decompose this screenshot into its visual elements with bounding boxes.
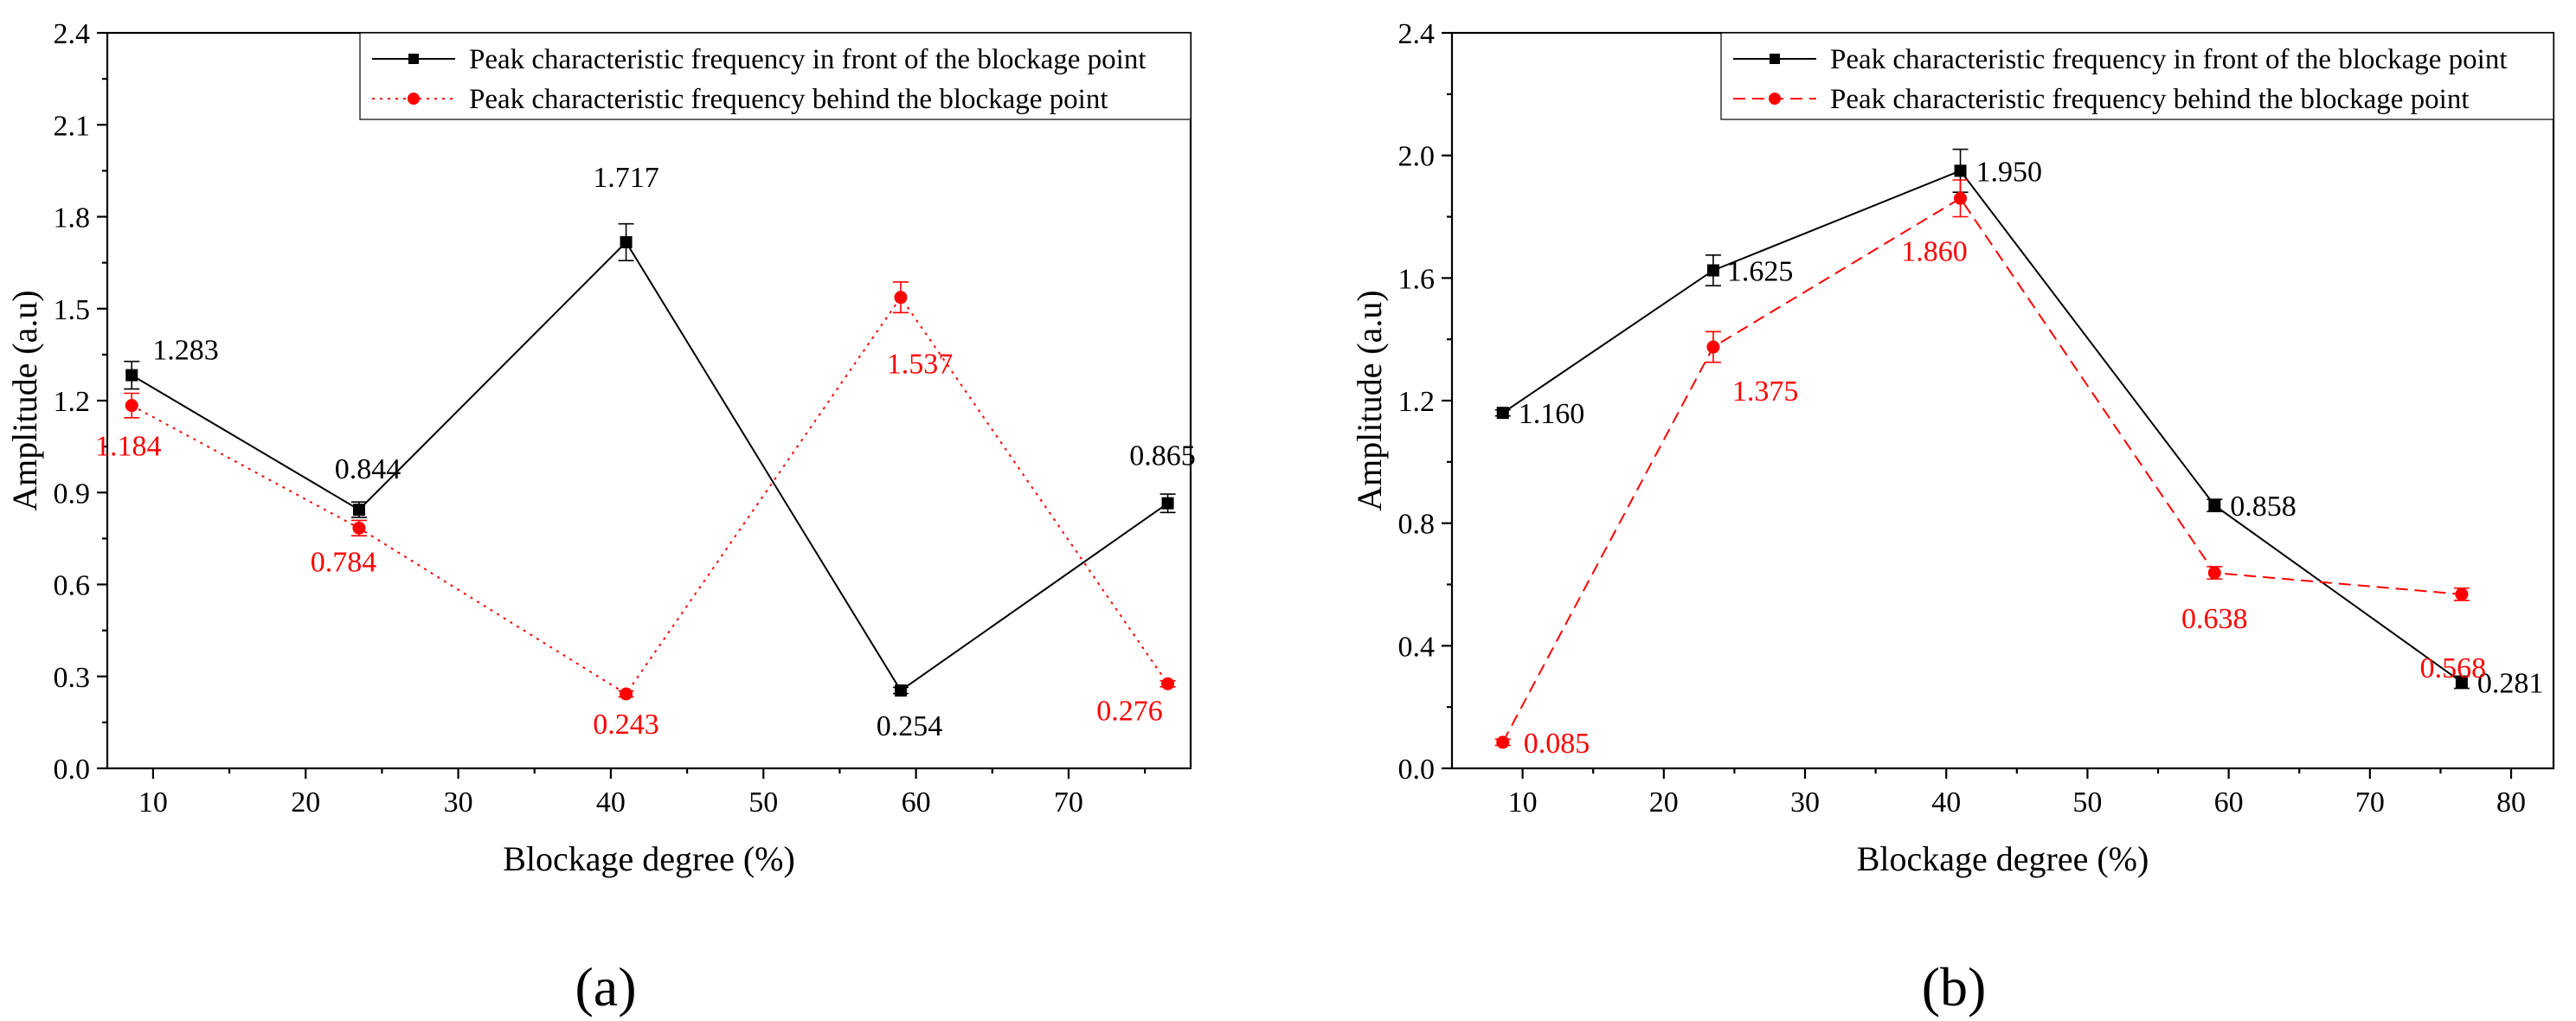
data-label: 0.085 bbox=[1524, 728, 1590, 760]
x-tick-label: 30 bbox=[444, 787, 473, 819]
legend-entry-1: Peak characteristic frequency in front o… bbox=[469, 44, 1147, 75]
data-point-circle bbox=[894, 291, 908, 305]
data-label: 1.950 bbox=[1976, 156, 2043, 188]
legend-entry-2: Peak characteristic frequency behind the… bbox=[1830, 84, 2470, 115]
data-label: 1.860 bbox=[1901, 235, 1968, 267]
x-axis-title: Blockage degree (%) bbox=[503, 839, 795, 878]
legend-box bbox=[1720, 32, 2554, 120]
legend-marker-square bbox=[408, 54, 419, 64]
x-tick-label: 80 bbox=[2496, 787, 2526, 819]
data-point-circle bbox=[620, 687, 633, 701]
data-label: 0.254 bbox=[877, 710, 943, 742]
chart-panel-b: 0.0 0.4 0.8 1.2 1.6 2.0 2.4 10 20 30 40 50 60 70 80 Blo… bbox=[1350, 18, 2555, 1018]
data-label: 0.844 bbox=[335, 453, 401, 485]
y-axis-title: Amplitude (a.u) bbox=[5, 290, 44, 511]
x-tick-label: 10 bbox=[1508, 787, 1538, 819]
y-tick-label: 1.5 bbox=[54, 294, 91, 326]
plot-frame bbox=[1450, 31, 2555, 770]
y-tick-label: 0.8 bbox=[1398, 509, 1436, 541]
y-tick-label: 1.8 bbox=[54, 202, 91, 234]
y-tick-label: 0.4 bbox=[1398, 631, 1436, 663]
data-label: 1.625 bbox=[1727, 255, 1794, 287]
data-label: 0.243 bbox=[593, 709, 659, 741]
data-point-circle bbox=[1496, 735, 1510, 749]
y-axis-title: Amplitude (a.u) bbox=[1350, 290, 1389, 511]
x-tick-label: 60 bbox=[902, 787, 931, 819]
data-label: 0.276 bbox=[1096, 695, 1163, 727]
series-line-1 bbox=[1502, 170, 2463, 684]
y-tick-label: 0.3 bbox=[54, 662, 91, 694]
data-label: 1.160 bbox=[1519, 398, 1585, 430]
legend-marker-square bbox=[1770, 54, 1780, 64]
data-point-square bbox=[125, 369, 138, 382]
legend-marker-circle bbox=[1769, 93, 1781, 105]
data-point-square bbox=[894, 684, 907, 697]
y-tick-label: 2.4 bbox=[54, 18, 91, 50]
data-point-circle bbox=[1954, 191, 1968, 205]
data-point-circle bbox=[1161, 677, 1175, 690]
x-tick-label: 60 bbox=[2214, 787, 2244, 819]
data-label: 0.858 bbox=[2230, 491, 2297, 523]
y-tick-label: 2.0 bbox=[1398, 141, 1436, 173]
x-tick-label: 50 bbox=[748, 787, 778, 819]
data-point-square bbox=[1706, 264, 1719, 277]
data-label: 0.281 bbox=[2477, 667, 2544, 699]
data-point-square bbox=[2208, 499, 2221, 512]
plot-frame bbox=[106, 31, 1192, 770]
data-point-circle bbox=[125, 399, 138, 413]
data-label: 1.537 bbox=[887, 349, 954, 381]
data-label: 1.184 bbox=[95, 431, 162, 463]
data-point-circle bbox=[2455, 588, 2469, 601]
x-tick-label: 70 bbox=[2355, 787, 2385, 819]
chart-panel-a: 0.0 0.3 0.6 0.9 1.2 1.5 1.8 2.1 2.4 10 20 30 40 50 60 7… bbox=[5, 18, 1196, 1018]
legend-entry-2: Peak characteristic frequency behind the… bbox=[469, 84, 1108, 115]
data-point-square bbox=[352, 504, 365, 517]
legend-entry-1: Peak characteristic frequency in front o… bbox=[1830, 44, 2508, 75]
data-label: 1.283 bbox=[152, 335, 219, 367]
data-label: 1.375 bbox=[1732, 376, 1799, 408]
data-label: 0.568 bbox=[2420, 652, 2487, 684]
data-point-square bbox=[1496, 407, 1509, 420]
x-tick-label: 70 bbox=[1054, 787, 1083, 819]
data-label: 0.638 bbox=[2181, 603, 2248, 635]
y-tick-label: 1.2 bbox=[1398, 386, 1436, 418]
x-tick-label: 40 bbox=[1931, 787, 1961, 819]
data-point-square bbox=[620, 235, 633, 248]
y-tick-label: 0.9 bbox=[54, 478, 91, 510]
data-label: 0.865 bbox=[1129, 440, 1196, 472]
data-point-square bbox=[2455, 676, 2468, 689]
y-tick-label: 1.2 bbox=[54, 386, 91, 418]
x-tick-label: 30 bbox=[1790, 787, 1820, 819]
series-line-2 bbox=[1501, 196, 2463, 743]
legend-box bbox=[359, 32, 1192, 120]
data-point-square bbox=[1161, 497, 1174, 510]
data-point-square bbox=[1954, 164, 1967, 177]
x-tick-label: 20 bbox=[1649, 787, 1679, 819]
data-label: 1.717 bbox=[593, 162, 659, 194]
panel-label: (b) bbox=[1922, 956, 1987, 1018]
y-tick-label: 2.1 bbox=[54, 110, 91, 142]
y-tick-label: 1.6 bbox=[1398, 263, 1436, 295]
y-tick-label: 0.0 bbox=[1398, 754, 1436, 786]
data-point-circle bbox=[1706, 340, 1720, 354]
y-tick-label: 2.4 bbox=[1398, 18, 1436, 50]
y-tick-label: 0.0 bbox=[54, 754, 91, 786]
x-tick-label: 40 bbox=[596, 787, 626, 819]
y-tick-label: 0.6 bbox=[54, 570, 91, 602]
series-line-1 bbox=[131, 241, 1169, 692]
x-tick-label: 10 bbox=[138, 787, 168, 819]
data-point-circle bbox=[2207, 566, 2221, 580]
data-point-circle bbox=[352, 521, 366, 535]
legend-marker-circle bbox=[408, 93, 420, 105]
x-tick-label: 20 bbox=[291, 787, 320, 819]
data-label: 0.784 bbox=[311, 546, 377, 578]
x-axis-title: Blockage degree (%) bbox=[1857, 839, 2149, 878]
series-line-2 bbox=[131, 295, 1169, 696]
panel-label: (a) bbox=[575, 956, 636, 1018]
x-tick-label: 50 bbox=[2072, 787, 2102, 819]
